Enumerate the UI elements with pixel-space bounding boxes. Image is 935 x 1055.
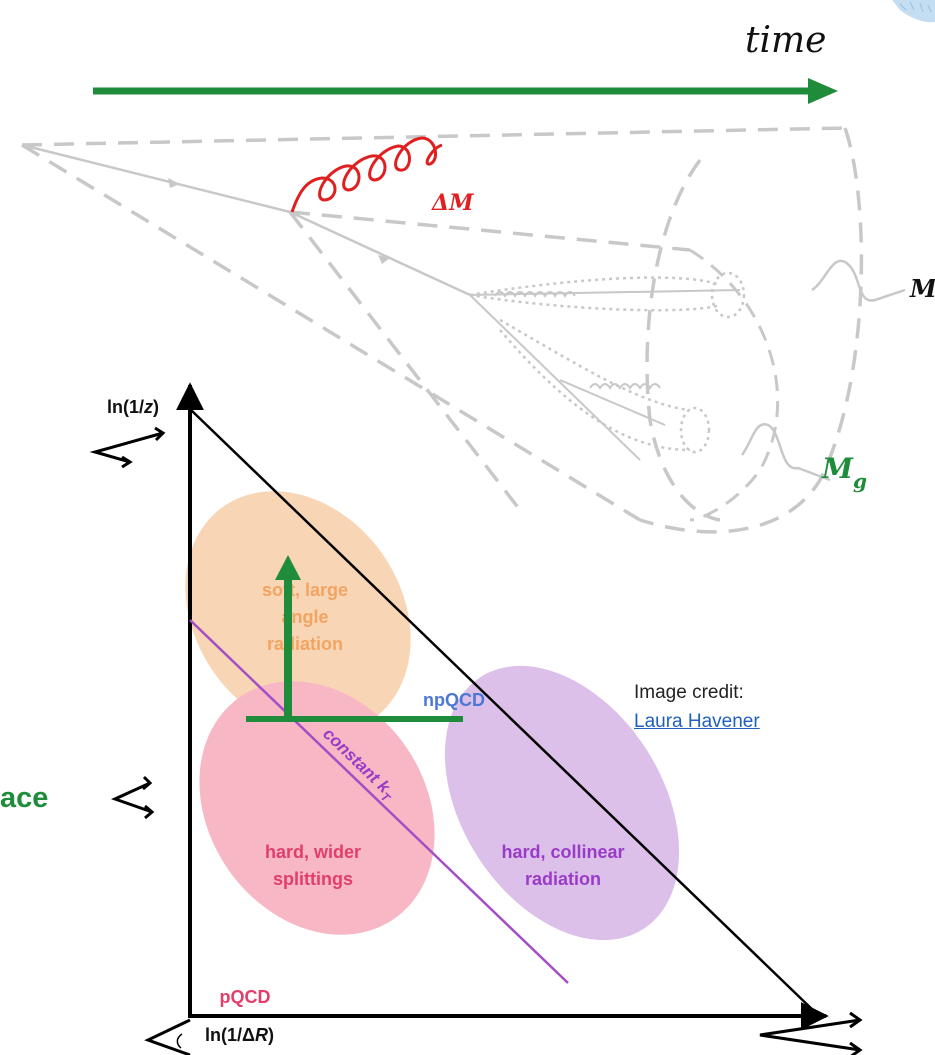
credit-label: Image credit: bbox=[634, 682, 744, 703]
soft-region-line-2: angle bbox=[281, 607, 328, 627]
kinematic-boundary bbox=[190, 409, 818, 1015]
mg-label: Mg bbox=[821, 452, 867, 493]
hard-collinear-line-2: radiation bbox=[525, 869, 601, 889]
hard-wide-region bbox=[199, 681, 435, 935]
hard-wide-line-2: splittings bbox=[273, 869, 353, 889]
hard-collinear-line-1: hard, collinear bbox=[501, 842, 624, 862]
image-credit: Image credit: Laura Havener bbox=[634, 678, 760, 736]
gluon-emission bbox=[290, 136, 443, 213]
hard-wide-line-1: hard, wider bbox=[265, 842, 361, 862]
soft-region-line-1: soft, large bbox=[262, 580, 348, 600]
grooming-arrow-head bbox=[275, 555, 301, 580]
time-label: time bbox=[745, 20, 826, 61]
hard-collinear-region bbox=[444, 665, 680, 941]
jet-sketch bbox=[21, 126, 906, 534]
corner-decoration bbox=[892, 0, 935, 23]
x-axis-label: ln(1/ΔR) bbox=[205, 1025, 274, 1045]
constant-kt-line bbox=[189, 619, 569, 984]
m-label: M bbox=[909, 274, 935, 303]
splitting-glyphs bbox=[89, 426, 863, 1055]
time-arrow-head bbox=[808, 78, 838, 104]
soft-radiation-region bbox=[185, 491, 411, 735]
soft-region-line-3: radiation bbox=[267, 634, 343, 654]
delta-m-label: ΔM bbox=[431, 190, 474, 216]
credit-author-link[interactable]: Laura Havener bbox=[634, 711, 760, 732]
left-cut-text: ace bbox=[0, 782, 48, 814]
pqcd-label: pQCD bbox=[220, 987, 271, 1007]
npqcd-label: npQCD bbox=[423, 690, 485, 710]
y-axis-label: ln(1/z) bbox=[107, 397, 159, 417]
